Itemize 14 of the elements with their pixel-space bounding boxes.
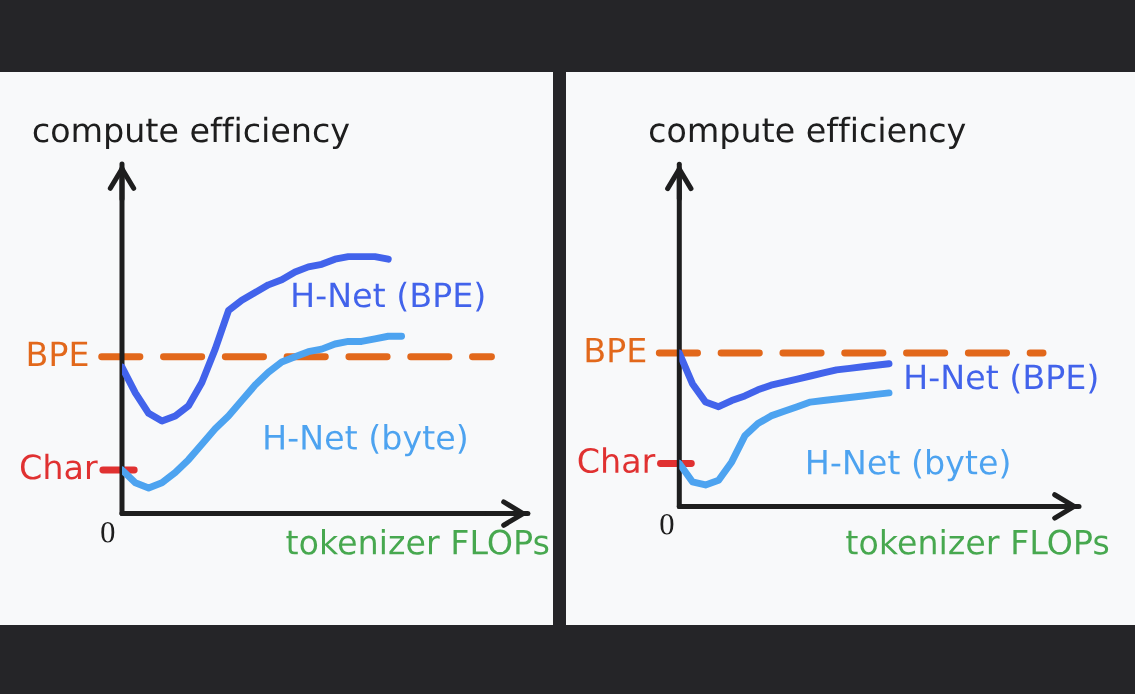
x-axis-title: tokenizer FLOPs	[846, 528, 1109, 555]
x-axis-title: tokenizer FLOPs	[286, 528, 549, 555]
y-axis-title: compute efficiency	[649, 116, 966, 149]
series-label: H-Net (BPE)	[906, 363, 1097, 394]
ref-line-label: BPE	[586, 337, 646, 363]
ref-line-label: Char	[20, 453, 98, 480]
text: 0	[660, 513, 674, 535]
series-label: H-Net (BPE)	[293, 281, 484, 312]
text: 0	[101, 521, 115, 543]
ref-line-label: BPE	[28, 341, 88, 367]
ref-line-label: Char	[578, 447, 656, 474]
series-label: H-Net (byte)	[265, 424, 466, 457]
y-axis-title: compute efficiency	[33, 116, 350, 150]
series-label: H-Net (byte)	[808, 448, 1009, 482]
